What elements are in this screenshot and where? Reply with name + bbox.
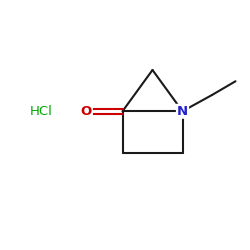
Text: O: O [80, 105, 92, 118]
Text: HCl: HCl [30, 105, 53, 118]
Text: N: N [177, 105, 188, 118]
